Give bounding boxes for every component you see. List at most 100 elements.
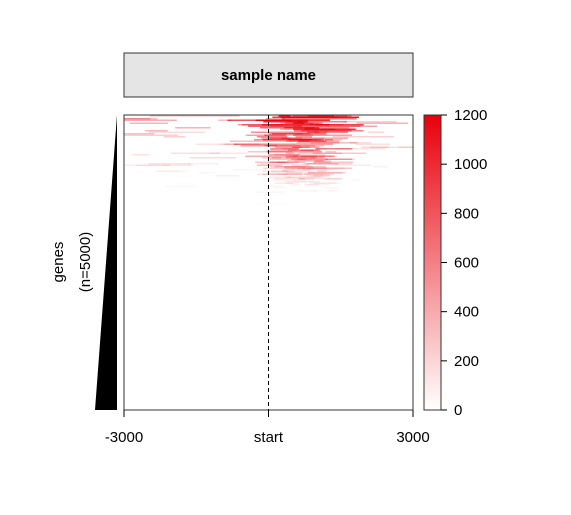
heatmap-cell [367,131,385,133]
heatmap-cell [215,175,240,177]
legend-tick-label: 800 [454,205,479,222]
heatmap-cell [302,167,346,169]
heatmap-cell [264,134,287,136]
heatmap-cell [329,134,352,136]
legend-tick-label: 600 [454,255,479,272]
heatmap-cell [314,160,326,162]
heatmap-cell [284,176,324,178]
heatmap-cell [250,131,320,133]
heatmap-cell [303,149,322,151]
heatmap-cell [287,149,314,151]
heatmap-cell [310,182,341,184]
heatmap-cell [298,178,315,180]
heatmap-cell [285,152,295,154]
heatmap-cell [259,127,315,129]
heatmap-cell [262,179,296,181]
heatmap-cell [398,146,413,148]
x-axis: -3000 start 3000 [105,410,430,446]
heatmap-cell [263,167,294,169]
heatmap-cell [292,146,310,148]
heatmap-cell [255,161,299,163]
heatmap-cell [286,182,299,184]
heatmap-cell [156,170,187,172]
heatmap-cell [245,155,298,157]
heatmap-cell [154,170,180,172]
heatmap-cell [314,161,332,163]
heatmap-cell [295,133,311,135]
color-legend-bar [423,114,442,411]
heatmap-cell [349,142,372,144]
heatmap-cell [313,173,330,175]
heatmap-cell [269,137,325,139]
heatmap-cell [297,158,312,160]
heatmap-cell [237,124,284,126]
heatmap-cell [325,148,354,150]
heatmap-cell [135,164,171,166]
heatmap-cell [209,152,248,154]
heatmap-cell [312,152,367,154]
heatmap-cell [292,167,314,169]
heatmap-cell [248,125,303,127]
x-tick-label: start [254,429,284,446]
heatmap-cell [289,140,340,142]
heatmap-cell [312,161,354,163]
heatmap-cell [294,143,333,145]
heatmap-cell [293,134,330,136]
heatmap-cell [295,136,313,138]
heatmap-cell [284,167,305,169]
heatmap-cell [361,146,390,148]
heatmap-cell [261,124,330,126]
heatmap-cell [286,140,310,142]
heatmap-cell [293,128,356,130]
heatmap-cell [263,145,278,147]
heatmap-cell [274,182,294,184]
heatmap-cell [165,186,195,188]
heatmap-cell [301,130,364,132]
heatmap-cell [262,173,302,175]
y-axis-label: genes [50,242,67,283]
heatmap-cell [303,163,353,165]
heatmap-cell [260,163,294,165]
heatmap-cell [124,119,177,121]
heatmap-cell [261,137,289,139]
heatmap-cell [308,115,334,117]
heatmap-cell [286,157,316,159]
heatmap-cell [307,184,331,186]
heatmap-cell [218,119,232,121]
heatmap-cell [313,182,337,184]
heatmap-cell [266,151,323,153]
heatmap-cell [323,178,343,180]
heatmap-cell [272,157,317,159]
heatmap-cell [294,160,331,162]
heatmap-cell [355,143,391,145]
heatmap-cell [328,178,342,180]
heatmap-cell [233,169,267,171]
heatmap-cell [262,157,282,159]
heatmap-cell [189,157,237,159]
heatmap-cell [292,122,305,124]
heatmap-cell [302,145,325,147]
heatmap-cell [292,164,309,166]
heatmap-cell [369,146,413,148]
heatmap-cell [280,122,320,124]
heatmap-cell [277,173,310,175]
heatmap-cell [306,131,348,133]
heatmap-cell [132,154,150,156]
heatmap-cell [282,137,292,139]
heatmap-cell [277,161,306,163]
heatmap-cell [282,170,295,172]
heatmap-cell [196,143,238,145]
heatmap-cell [272,116,339,118]
heatmap-cell [268,154,300,156]
heatmap-cell [316,170,327,172]
heatmap-cell [298,178,330,180]
heatmap-cell [306,167,353,169]
heatmap-cell [274,187,287,189]
heatmap-cell [293,155,325,157]
heatmap-cell [224,143,260,145]
heatmap-cell [285,155,335,157]
heatmap-cell [324,139,333,141]
legend-tick-label: 0 [454,402,462,419]
heatmap-cell [266,149,297,151]
heatmap-cell [289,155,338,157]
